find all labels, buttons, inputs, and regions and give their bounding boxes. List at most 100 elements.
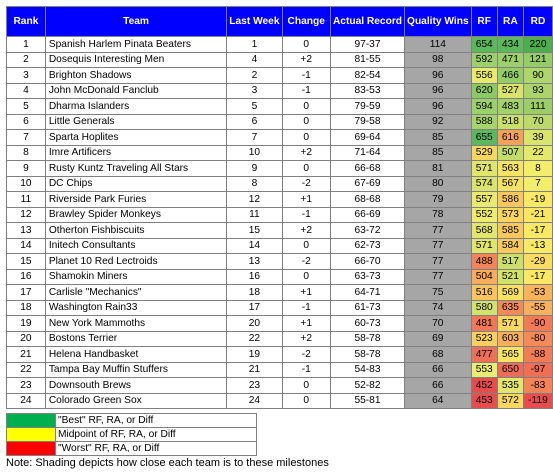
team-cell: Bostons Terrier xyxy=(44,330,228,347)
record-cell: 55-81 xyxy=(329,392,406,409)
rd-cell: 111 xyxy=(522,98,553,115)
rf-cell: 453 xyxy=(470,392,498,409)
team-cell: Downsouth Brews xyxy=(44,377,228,394)
quality-wins-cell: 78 xyxy=(404,206,472,223)
table-row: 9 Rusty Kuntz Traveling All Stars 9 0 66-68 8… xyxy=(6,160,553,177)
change-cell: 0 xyxy=(281,113,331,130)
rd-cell: 22 xyxy=(522,144,553,161)
ra-cell: 527 xyxy=(496,82,524,99)
table-row: 22 Tampa Bay Muffin Stuffers 21 -1 54-83 66 55… xyxy=(6,361,553,378)
record-cell: 82-54 xyxy=(329,67,406,84)
team-cell: Dharma Islanders xyxy=(44,98,228,115)
change-cell: -1 xyxy=(281,67,331,84)
team-cell: Sparta Hoplites xyxy=(44,129,228,146)
header-rd: RD xyxy=(522,6,553,37)
ra-cell: 616 xyxy=(496,129,524,146)
team-cell: Dosequis Interesting Men xyxy=(44,51,228,68)
quality-wins-cell: 69 xyxy=(404,330,472,347)
record-cell: 71-64 xyxy=(329,144,406,161)
table-row: 11 Riverside Park Furies 12 +1 68-68 79 557 586… xyxy=(6,191,553,208)
rd-cell: -21 xyxy=(522,206,553,223)
ra-cell: 573 xyxy=(496,206,524,223)
table-row: 21 Helena Handbasket 19 -2 58-78 68 477 565 -88 xyxy=(6,346,553,363)
rf-cell: 523 xyxy=(470,330,498,347)
rank-cell: 10 xyxy=(6,175,46,192)
change-cell: +1 xyxy=(281,284,331,301)
ra-cell: 584 xyxy=(496,237,524,254)
ra-cell: 535 xyxy=(496,377,524,394)
table-row: 10 DC Chips 8 -2 67-69 80 574 567 7 xyxy=(6,175,553,192)
record-cell: 81-55 xyxy=(329,51,406,68)
quality-wins-cell: 81 xyxy=(404,160,472,177)
rd-cell: -29 xyxy=(522,253,553,270)
ra-cell: 507 xyxy=(496,144,524,161)
ra-cell: 635 xyxy=(496,299,524,316)
change-cell: -2 xyxy=(281,175,331,192)
table-row: 17 Carlisle "Mechanics" 18 +1 64-71 75 516 569-… xyxy=(6,284,553,301)
rf-cell: 556 xyxy=(470,67,498,84)
last-week-cell: 17 xyxy=(226,299,283,316)
ra-cell: 585 xyxy=(496,222,524,239)
table-row: 2 Dosequis Interesting Men 4 +2 81-55 98 592 47… xyxy=(6,51,553,68)
change-cell: -1 xyxy=(281,206,331,223)
record-cell: 83-53 xyxy=(329,82,406,99)
change-cell: -1 xyxy=(281,361,331,378)
rf-cell: 580 xyxy=(470,299,498,316)
rd-cell: -119 xyxy=(522,392,553,409)
team-cell: Initech Consultants xyxy=(44,237,228,254)
record-cell: 60-73 xyxy=(329,315,406,332)
table-row: 1 Spanish Harlem Pinata Beaters 1 0 97-37 114… xyxy=(6,36,553,53)
record-cell: 66-70 xyxy=(329,253,406,270)
record-cell: 62-73 xyxy=(329,237,406,254)
rd-cell: 220 xyxy=(522,36,553,53)
ra-cell: 650 xyxy=(496,361,524,378)
rank-cell: 16 xyxy=(6,268,46,285)
header-rf: RF xyxy=(470,6,498,37)
rf-cell: 477 xyxy=(470,346,498,363)
legend-row-best: "Best" RF, RA, or Diff xyxy=(6,413,257,428)
rd-cell: -97 xyxy=(522,361,553,378)
last-week-cell: 10 xyxy=(226,144,283,161)
ra-cell: 521 xyxy=(496,268,524,285)
ra-cell: 586 xyxy=(496,191,524,208)
header-quality-wins: Quality Wins xyxy=(404,6,472,37)
legend-swatch-best xyxy=(6,413,56,428)
header-rank: Rank xyxy=(6,6,46,37)
table-row: 3 Brighton Shadows 2 -1 82-54 96 556 466 90 xyxy=(6,67,553,84)
ra-cell: 466 xyxy=(496,67,524,84)
rank-cell: 8 xyxy=(6,144,46,161)
table-row: 23 Downsouth Brews 23 0 52-82 66 452 535 -83 xyxy=(6,377,553,394)
ra-cell: 603 xyxy=(496,330,524,347)
ra-cell: 518 xyxy=(496,113,524,130)
quality-wins-cell: 85 xyxy=(404,129,472,146)
ra-cell: 517 xyxy=(496,253,524,270)
rd-cell: -17 xyxy=(522,268,553,285)
rf-cell: 553 xyxy=(470,361,498,378)
change-cell: -1 xyxy=(281,82,331,99)
team-cell: Otherton Fishbiscuits xyxy=(44,222,228,239)
quality-wins-cell: 79 xyxy=(404,191,472,208)
rf-cell: 655 xyxy=(470,129,498,146)
quality-wins-cell: 66 xyxy=(404,361,472,378)
table-row: 7 Sparta Hoplites 7 0 69-64 85 655 616 39 xyxy=(6,129,553,146)
rank-cell: 24 xyxy=(6,392,46,409)
record-cell: 63-73 xyxy=(329,268,406,285)
change-cell: +1 xyxy=(281,315,331,332)
rf-cell: 516 xyxy=(470,284,498,301)
quality-wins-cell: 114 xyxy=(404,36,472,53)
table-row: 14 Initech Consultants 14 0 62-73 77 571 584 -13 xyxy=(6,237,553,254)
rank-cell: 6 xyxy=(6,113,46,130)
legend-row-worst: "Worst" RF, RA, or Diff xyxy=(6,441,257,456)
ra-cell: 471 xyxy=(496,51,524,68)
change-cell: 0 xyxy=(281,36,331,53)
rank-cell: 19 xyxy=(6,315,46,332)
rf-cell: 654 xyxy=(470,36,498,53)
rf-cell: 452 xyxy=(470,377,498,394)
record-cell: 79-59 xyxy=(329,98,406,115)
rank-cell: 17 xyxy=(6,284,46,301)
ra-cell: 569 xyxy=(496,284,524,301)
record-cell: 67-69 xyxy=(329,175,406,192)
rd-cell: -53 xyxy=(522,284,553,301)
last-week-cell: 2 xyxy=(226,67,283,84)
rank-cell: 5 xyxy=(6,98,46,115)
